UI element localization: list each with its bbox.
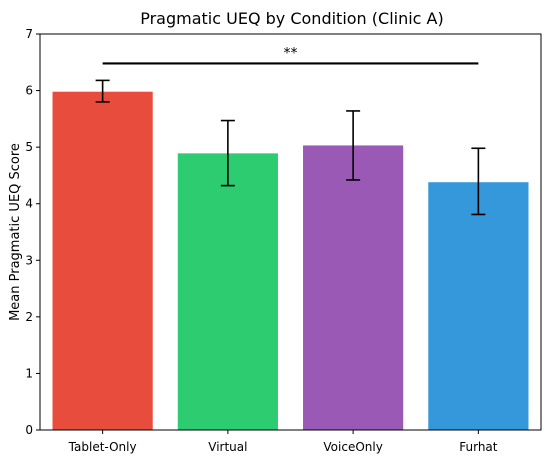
y-tick-label: 0 — [25, 423, 33, 437]
plot-frame — [39, 33, 542, 431]
error-bar — [346, 110, 361, 181]
significance-group: ** — [102, 45, 479, 65]
y-tick-label: 2 — [25, 310, 33, 324]
error-bar — [471, 147, 486, 216]
y-tick-label: 3 — [25, 253, 33, 267]
axes-group: Tablet-Only Virtual VoiceOnly Furhat 0 1 2 3 4 5 6… — [25, 27, 542, 454]
error-bar — [220, 119, 235, 187]
error-bars-group — [95, 79, 486, 216]
bar-virtual — [177, 153, 278, 430]
y-tick-label: 4 — [25, 197, 33, 211]
x-tick-label: VoiceOnly — [323, 440, 382, 454]
error-bar — [95, 79, 110, 103]
bar-furhat — [428, 182, 529, 430]
bars-group — [52, 91, 529, 431]
y-tick-label: 6 — [25, 84, 33, 98]
chart-title: Pragmatic UEQ by Condition (Clinic A) — [140, 9, 444, 28]
x-tick-label: Virtual — [208, 440, 247, 454]
y-tick-label: 7 — [25, 27, 33, 41]
bar-voiceonly — [303, 145, 404, 430]
y-tick-label: 5 — [25, 140, 33, 154]
y-tick-label: 1 — [25, 366, 33, 380]
x-tick-label: Furhat — [459, 440, 498, 454]
x-tick-label: Tablet-Only — [68, 440, 137, 454]
significance-label: ** — [284, 45, 298, 61]
y-axis-label: Mean Pragmatic UEQ Score — [8, 143, 23, 321]
bar-tablet-only — [52, 91, 153, 431]
